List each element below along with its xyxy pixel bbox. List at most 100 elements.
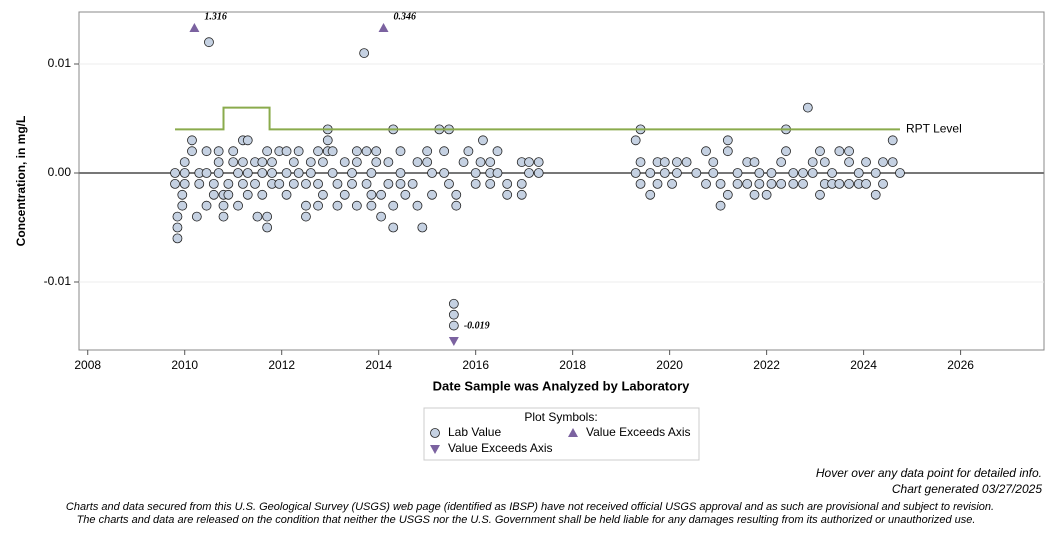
data-point [179, 178, 190, 189]
data-point [322, 135, 333, 146]
legend-title: Plot Symbols: [524, 410, 597, 424]
data-point [400, 189, 411, 200]
data-point [170, 178, 180, 189]
data-point [635, 178, 646, 189]
data-point [802, 102, 813, 113]
data-point [366, 189, 377, 200]
data-point [412, 157, 423, 167]
data-point [293, 146, 304, 157]
data-point [470, 168, 481, 178]
data-point [327, 168, 338, 178]
data-point [412, 200, 423, 211]
rpt-line [175, 106, 900, 131]
legend-symbol [430, 445, 440, 454]
data-point [878, 178, 888, 189]
data-point [672, 168, 682, 178]
data-point [191, 211, 202, 222]
data-point [371, 157, 382, 167]
data-point [732, 178, 743, 189]
data-point [645, 168, 656, 178]
data-point [395, 168, 406, 178]
data-point [208, 178, 219, 189]
data-point [218, 211, 229, 222]
data-point [827, 168, 837, 178]
data-point [301, 211, 311, 222]
data-point [475, 157, 486, 167]
data-point [281, 189, 292, 200]
data-point [732, 168, 743, 178]
data-point [288, 178, 299, 189]
data-point [318, 157, 328, 167]
data-point [788, 178, 799, 189]
legend-label: Lab Value [448, 425, 501, 439]
data-point [870, 189, 881, 200]
data-point [422, 146, 433, 157]
data-point [332, 200, 343, 211]
data-point [179, 157, 190, 167]
value-label: 0.346 [394, 11, 417, 22]
data-point [448, 320, 459, 331]
data-point [339, 157, 350, 167]
x-tick-label: 2024 [850, 358, 877, 372]
data-point [351, 200, 362, 211]
data-point [819, 157, 830, 167]
data-point [715, 200, 726, 211]
data-point [458, 157, 469, 167]
data-point [870, 168, 881, 178]
data-point [502, 189, 513, 200]
y-tick-label: -0.01 [44, 274, 72, 288]
data-point [281, 168, 292, 178]
data-point [252, 211, 263, 222]
data-point [502, 178, 513, 189]
data-point [201, 200, 212, 211]
data-point [213, 157, 224, 167]
data-point [204, 37, 214, 48]
data-point [516, 178, 527, 189]
data-point [257, 168, 268, 178]
data-point [359, 48, 370, 58]
data-point [861, 178, 871, 189]
legend-symbol [568, 428, 578, 437]
data-point [722, 135, 733, 146]
data-point [887, 135, 898, 146]
data-point [533, 168, 544, 178]
data-point [194, 178, 205, 189]
data-point [788, 168, 799, 178]
data-point [708, 157, 719, 167]
data-point [722, 189, 733, 200]
data-point [754, 178, 765, 189]
data-point [492, 146, 503, 157]
data-point [313, 178, 323, 189]
data-point [844, 178, 854, 189]
data-point [201, 168, 212, 178]
data-point [233, 200, 243, 211]
data-point [422, 157, 433, 167]
data-point [853, 168, 864, 178]
data-point [798, 168, 808, 178]
data-point [177, 189, 188, 200]
data-point [427, 168, 437, 178]
x-tick-label: 2014 [365, 358, 392, 372]
data-point [645, 189, 656, 200]
data-point [652, 178, 663, 189]
data-point [659, 168, 670, 178]
value-label: 1.316 [204, 11, 227, 22]
data-point [301, 200, 311, 211]
data-point [395, 178, 406, 189]
data-point [238, 178, 248, 189]
data-point [667, 178, 677, 189]
legend-label: Value Exceeds Axis [586, 425, 691, 439]
data-point [388, 200, 399, 211]
data-point [179, 168, 190, 178]
data-point [722, 146, 733, 157]
x-tick-label: 2008 [74, 358, 101, 372]
data-point [327, 146, 338, 157]
data-point [242, 135, 253, 146]
data-point [815, 146, 825, 157]
series-label: RPT Level [906, 122, 962, 136]
data-point [776, 157, 787, 167]
data-point [172, 211, 183, 222]
data-point [470, 178, 481, 189]
data-point [444, 178, 454, 189]
x-tick-label: 2012 [268, 358, 295, 372]
